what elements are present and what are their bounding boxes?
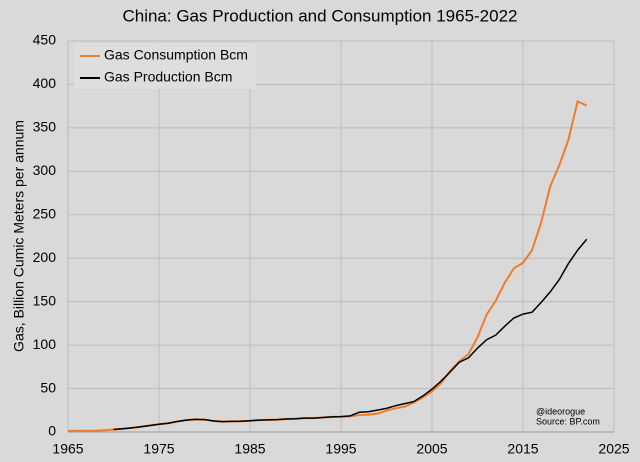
y-tick-label: 50 <box>40 379 56 395</box>
x-tick-label: 1985 <box>234 441 265 457</box>
legend-label: Gas Consumption Bcm <box>104 47 248 63</box>
y-tick-label: 300 <box>33 162 57 178</box>
annotation: @ideorogue <box>536 406 585 416</box>
y-tick-label: 150 <box>33 292 57 308</box>
y-tick-label: 350 <box>33 119 57 135</box>
x-tick-label: 2015 <box>507 441 538 457</box>
x-tick-label: 1965 <box>52 441 83 457</box>
x-tick-label: 2025 <box>598 441 629 457</box>
y-axis-label: Gas, Billion Cumic Meters per annum <box>11 120 27 352</box>
legend-box <box>74 43 256 89</box>
legend-label: Gas Production Bcm <box>104 69 232 85</box>
series-line <box>113 238 588 431</box>
annotation: Source: BP.com <box>536 416 600 426</box>
y-tick-label: 250 <box>33 205 57 221</box>
chart-title: China: Gas Production and Consumption 19… <box>122 6 517 25</box>
legend: Gas Consumption Bcm Gas Production Bcm <box>74 43 256 89</box>
y-tick-label: 200 <box>33 249 57 265</box>
y-tick-label: 0 <box>48 423 56 439</box>
x-tick-label: 1995 <box>325 441 356 457</box>
x-tick-label: 1975 <box>143 441 174 457</box>
y-tick-label: 450 <box>33 32 57 48</box>
y-tick-label: 100 <box>33 336 57 352</box>
x-tick-label: 2005 <box>416 441 447 457</box>
y-tick-label: 400 <box>33 75 57 91</box>
